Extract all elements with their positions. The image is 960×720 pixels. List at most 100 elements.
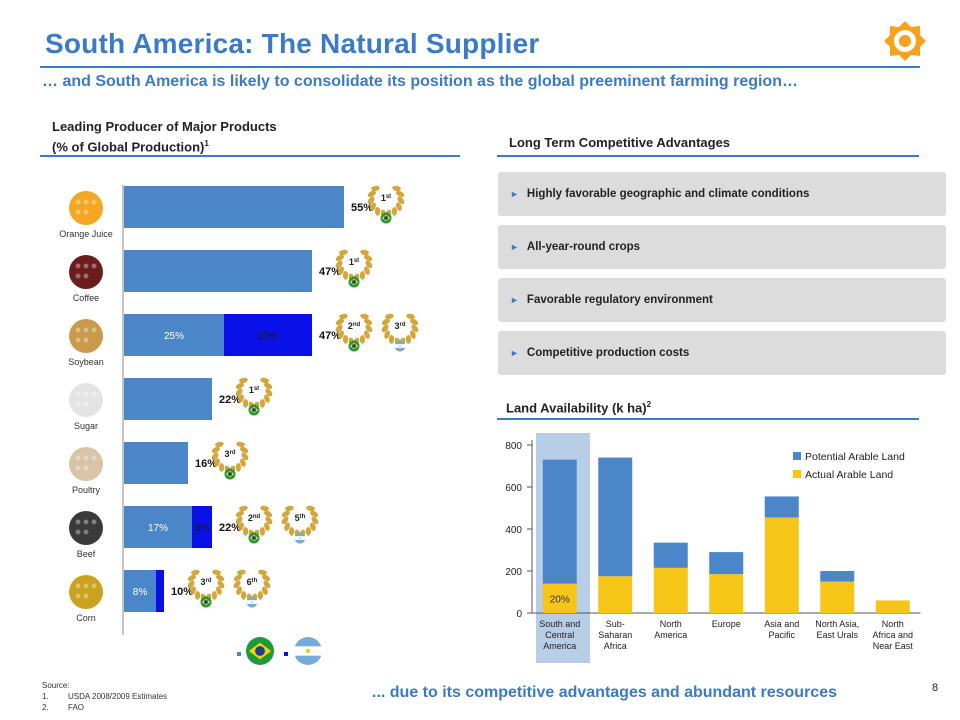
rank-laurel-icon: 3rd	[211, 441, 249, 475]
brazil-flag-icon	[380, 212, 392, 224]
legend-label: Actual Arable Land	[805, 469, 893, 481]
rank-label: 5th	[295, 513, 306, 523]
brazil-bar	[124, 442, 188, 484]
x-tick-label: North	[660, 619, 682, 629]
x-tick-label: South and	[539, 619, 580, 629]
advantages-divider	[497, 155, 919, 157]
brazil-flag-icon	[348, 340, 360, 352]
land-heading-divider	[497, 418, 919, 420]
brazil-bar	[124, 378, 212, 420]
product-row: Sugar 22% 1st	[69, 377, 273, 431]
land-bar-segment	[820, 581, 855, 613]
page-subtitle: … and South America is likely to consoli…	[42, 73, 798, 90]
production-heading-line1: Leading Producer of Major Products	[52, 119, 277, 134]
x-tick-label: North Asia,	[815, 619, 859, 629]
brazil-flag-icon	[224, 468, 236, 480]
land-heading-text: Land Availability (k ha)	[506, 400, 647, 416]
production-chart: Orange Juice 55% 1st Coffee 47% 1st Soybean 25%…	[59, 185, 419, 665]
product-row: Soybean 25% 22% 47% 2nd 3rd	[68, 313, 419, 367]
advantage-item: ► All-year-round crops	[498, 225, 946, 269]
land-bar-segment	[820, 571, 855, 582]
land-bar-segment	[598, 576, 633, 613]
advantage-item: ► Highly favorable geographic and climat…	[498, 172, 946, 216]
advantage-item: ► Favorable regulatory environment	[498, 278, 946, 322]
segment-label: 5%	[195, 523, 210, 534]
annotation-label: 20%	[550, 594, 570, 605]
land-bar-segment	[875, 600, 910, 613]
land-bar-segment	[709, 574, 744, 613]
brazil-bar	[124, 250, 312, 292]
product-row: Coffee 47% 1st	[69, 249, 373, 303]
brazil-flag-icon	[246, 637, 274, 665]
segment-label: 22%	[258, 331, 278, 342]
legend-label: Potential Arable Land	[805, 451, 905, 463]
x-tick-label: Asia and	[764, 619, 799, 629]
legend-swatch-brazil	[237, 652, 241, 656]
x-tick-label: Near East	[873, 641, 914, 651]
production-heading-line2: (% of Global Production)	[52, 139, 205, 155]
x-tick-label: Saharan	[598, 630, 632, 640]
argentina-flag-icon	[246, 596, 258, 608]
land-bar-segment	[764, 517, 799, 613]
total-label: 47%	[319, 266, 341, 278]
y-tick-label: 400	[505, 525, 522, 536]
page-title: South America: The Natural Supplier	[45, 28, 540, 59]
total-label: 55%	[351, 202, 373, 214]
product-label: Sugar	[74, 421, 98, 431]
product-label: Corn	[76, 613, 96, 623]
brazil-flag-icon	[348, 276, 360, 288]
legend-swatch	[793, 452, 801, 460]
x-tick-label: Pacific	[768, 630, 795, 640]
rank-label: 2nd	[248, 513, 261, 523]
argentina-flag-icon	[294, 532, 306, 544]
argentina-flag-icon	[394, 340, 406, 352]
land-heading-footnote: 2	[646, 400, 652, 409]
product-row: Poultry 16% 3rd	[69, 441, 249, 495]
advantage-item: ► Competitive production costs	[498, 331, 946, 375]
title-divider	[40, 66, 920, 68]
total-label: 22%	[219, 394, 241, 406]
product-label: Soybean	[68, 357, 104, 367]
segment-label: 8%	[133, 587, 148, 598]
y-tick-label: 600	[505, 483, 522, 494]
rank-laurel-icon: 6th	[233, 569, 271, 603]
total-label: 10%	[171, 586, 193, 598]
source-number: 1.	[42, 692, 49, 701]
rank-label: 2nd	[348, 321, 361, 331]
source-label: Source:	[42, 681, 70, 690]
product-label: Poultry	[72, 485, 101, 495]
legend-swatch-argentina	[284, 652, 288, 656]
land-bar-segment	[542, 459, 577, 584]
rank-label: 3rd	[224, 449, 235, 459]
x-tick-label: Africa	[604, 641, 627, 651]
land-bar-segment	[653, 542, 688, 568]
source-text: USDA 2008/2009 Estimates	[68, 692, 168, 701]
advantage-label: Favorable regulatory environment	[526, 294, 713, 306]
product-label: Orange Juice	[59, 229, 113, 239]
rank-label: 6th	[247, 577, 258, 587]
production-legend	[237, 637, 322, 665]
y-tick-label: 800	[505, 441, 522, 452]
rank-label: 3rd	[394, 321, 405, 331]
product-label: Coffee	[73, 293, 99, 303]
argentina-bar	[156, 570, 164, 612]
total-label: 47%	[319, 330, 341, 342]
footer-tagline: ... due to its competitive advantages an…	[372, 684, 837, 701]
rank-label: 1st	[249, 385, 259, 395]
advantage-label: All-year-round crops	[526, 241, 641, 253]
production-chart-heading: Leading Producer of Major Products (% of…	[52, 118, 277, 155]
page-number: 8	[932, 682, 939, 694]
x-tick-label: America	[543, 641, 576, 651]
rank-label: 1st	[381, 193, 391, 203]
product-image-icon	[69, 383, 103, 417]
rank-laurel-icon: 1st	[367, 185, 405, 219]
bullet-arrow-icon: ►	[510, 348, 519, 358]
brazil-bar	[124, 314, 224, 356]
x-tick-label: Europe	[712, 619, 741, 629]
advantage-label: Highly favorable geographic and climate …	[526, 188, 810, 200]
brazil-flag-icon	[248, 404, 260, 416]
source-notes: Source: 1. USDA 2008/2009 Estimates 2. FAO	[42, 680, 167, 713]
bullet-arrow-icon: ►	[510, 189, 519, 199]
company-logo-icon	[884, 21, 926, 61]
